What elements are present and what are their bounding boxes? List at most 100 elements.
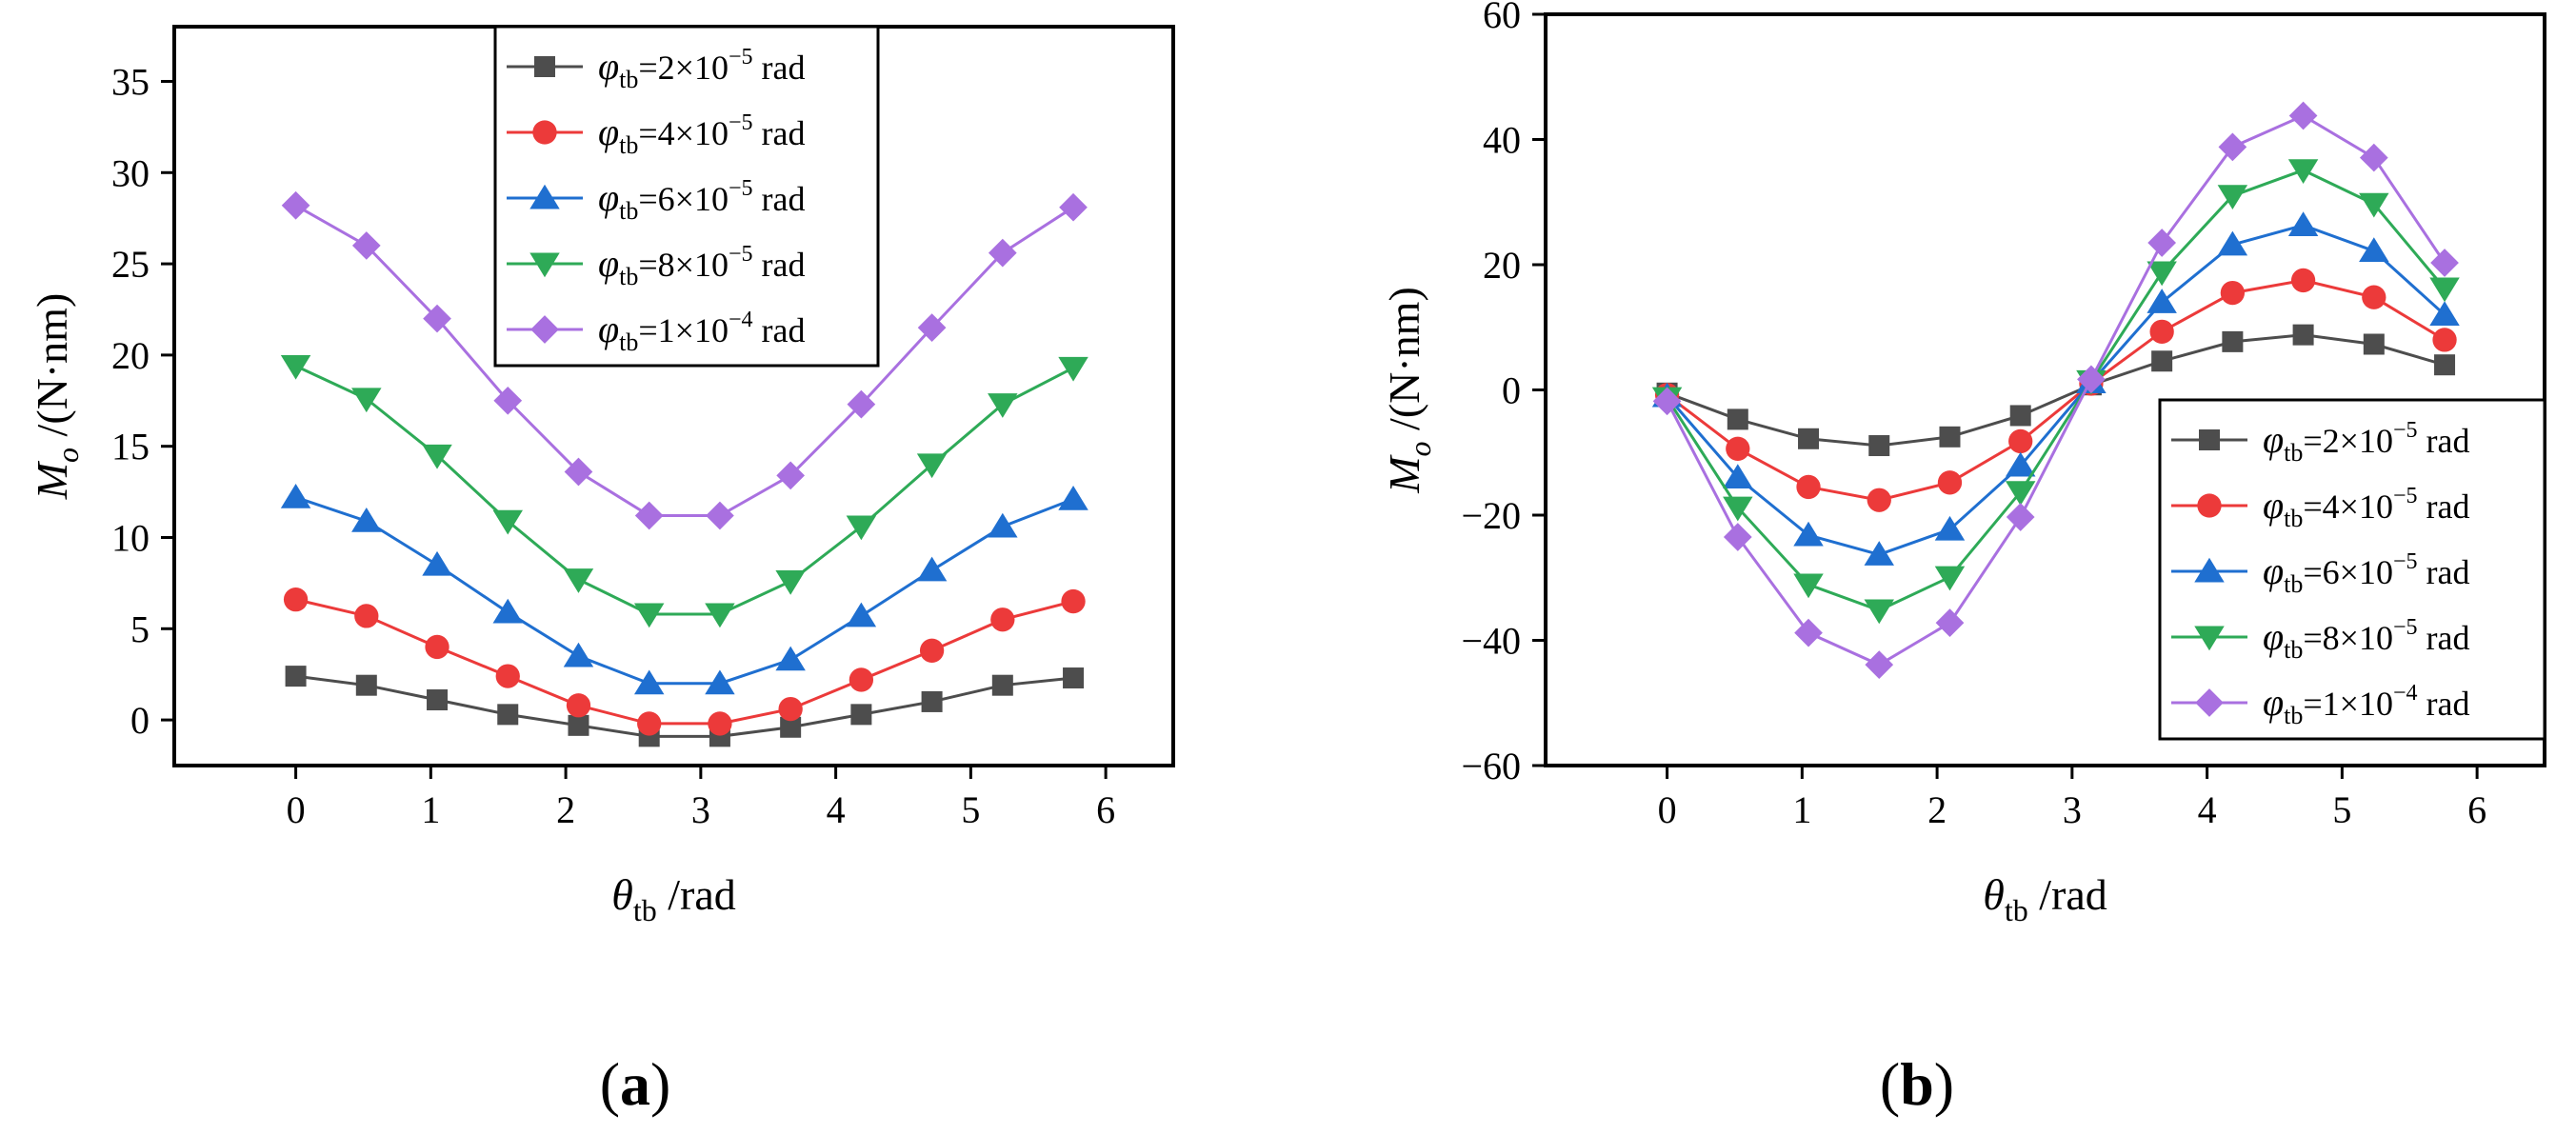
data-point — [921, 690, 943, 712]
legend-entry-2: φtb=4×10−5 rad — [507, 110, 806, 159]
legend-label: φtb=2×10−5 rad — [598, 45, 806, 93]
data-point — [916, 453, 948, 479]
data-point — [1939, 426, 1961, 448]
series-line — [295, 598, 1074, 726]
data-point — [2429, 277, 2460, 303]
legend-label: φtb=8×10−5 rad — [598, 242, 806, 290]
data-point — [1935, 608, 1965, 637]
data-point — [2217, 185, 2248, 209]
data-point — [988, 238, 1017, 268]
x-tick-label: 6 — [2467, 788, 2486, 831]
plot-frame — [1544, 12, 2546, 767]
legend-marker — [529, 252, 560, 278]
legend-entry-5: φtb=1×10−4 rad — [507, 308, 806, 356]
data-point — [2220, 280, 2246, 306]
data-point — [2147, 261, 2177, 287]
x-tick-label: 1 — [1792, 788, 1811, 831]
data-point — [778, 696, 803, 722]
legend-entry-4: φtb=8×10−5 rad — [2171, 615, 2470, 664]
x-tick-label: 3 — [691, 788, 710, 831]
data-point — [1061, 588, 1086, 614]
data-point — [2430, 249, 2459, 277]
data-point — [2222, 330, 2244, 352]
axis-ticks: 0 1 2 3 4 5 6 −60 −40 −20 0 20 40 60 — [1461, 0, 2486, 831]
data-point — [1723, 464, 1753, 488]
series-5 — [281, 190, 1088, 530]
y-tick-label: 25 — [111, 243, 150, 286]
data-point — [1865, 650, 1894, 679]
data-point — [2362, 285, 2386, 309]
y-tick-label: 5 — [130, 607, 150, 650]
legend-marker — [2194, 557, 2225, 583]
y-tick-label: −60 — [1461, 745, 1521, 787]
data-point — [846, 515, 877, 541]
data-point — [919, 638, 945, 663]
data-point — [1063, 667, 1085, 689]
data-point — [2287, 211, 2319, 237]
data-point — [2077, 365, 2106, 394]
data-point — [1934, 566, 1966, 591]
data-point — [634, 501, 664, 530]
legend-box — [493, 25, 880, 368]
data-point — [1726, 436, 1750, 461]
x-tick-label: 6 — [1096, 788, 1115, 831]
data-point — [2292, 324, 2314, 346]
data-point — [850, 704, 872, 726]
data-point — [1059, 192, 1088, 222]
data-point — [1867, 488, 1891, 512]
y-tick-label: 15 — [111, 426, 150, 468]
data-point — [1727, 408, 1748, 430]
data-point — [281, 190, 310, 220]
y-tick-label: 20 — [1483, 244, 1521, 287]
data-point — [351, 231, 381, 260]
legend-entry-3: φtb=6×10−5 rad — [507, 176, 806, 225]
legend: φtb=2×10−5 rad φtb=4×10−5 rad φtb=6×10−5 r… — [493, 25, 880, 368]
y-tick-label: 0 — [130, 699, 150, 742]
data-point — [776, 461, 805, 490]
data-point — [705, 669, 735, 695]
data-point — [1723, 523, 1752, 551]
x-axis-label: θtb /rad — [1983, 870, 2107, 927]
data-point — [2005, 481, 2036, 506]
series-5 — [1652, 101, 2459, 679]
data-point — [355, 674, 377, 696]
data-point — [1934, 515, 1966, 541]
data-point — [2363, 333, 2385, 355]
legend-marker — [2197, 493, 2222, 518]
data-point — [988, 512, 1018, 538]
series-line — [1666, 278, 2446, 502]
legend-marker — [530, 315, 559, 344]
series-line — [1666, 113, 2446, 667]
data-point — [1798, 428, 1820, 449]
legend-marker — [529, 184, 560, 209]
legend-label: φtb=2×10−5 rad — [2263, 418, 2470, 467]
y-tick-label: −20 — [1461, 494, 1521, 537]
axis-ticks: 0 1 2 3 4 5 6 0 5 10 15 20 25 30 35 — [111, 60, 1115, 831]
data-point — [285, 666, 307, 687]
data-point — [2359, 143, 2388, 172]
data-point — [633, 669, 665, 695]
legend-entry-5: φtb=1×10−4 rad — [2171, 681, 2470, 729]
data-point — [708, 711, 732, 736]
data-point — [423, 304, 451, 333]
panel-label: (b) — [1880, 1050, 1954, 1118]
data-point — [564, 457, 593, 487]
data-point — [637, 711, 662, 736]
data-point — [849, 667, 874, 692]
x-tick-label: 5 — [2332, 788, 2351, 831]
data-point — [280, 354, 311, 380]
data-point — [1793, 521, 1824, 547]
data-point — [280, 484, 311, 508]
series-line — [294, 365, 1074, 616]
data-point — [1864, 541, 1894, 566]
series-line — [294, 204, 1074, 518]
data-point — [2432, 328, 2457, 352]
legend-marker — [534, 56, 555, 77]
data-point — [1796, 474, 1821, 500]
legend-label: φtb=1×10−4 rad — [2263, 681, 2470, 729]
data-point — [2287, 159, 2319, 185]
series-2 — [1654, 268, 2457, 512]
x-tick-label: 0 — [1658, 788, 1677, 831]
legend-label: φtb=8×10−5 rad — [2263, 615, 2470, 664]
x-tick-label: 0 — [287, 788, 306, 831]
